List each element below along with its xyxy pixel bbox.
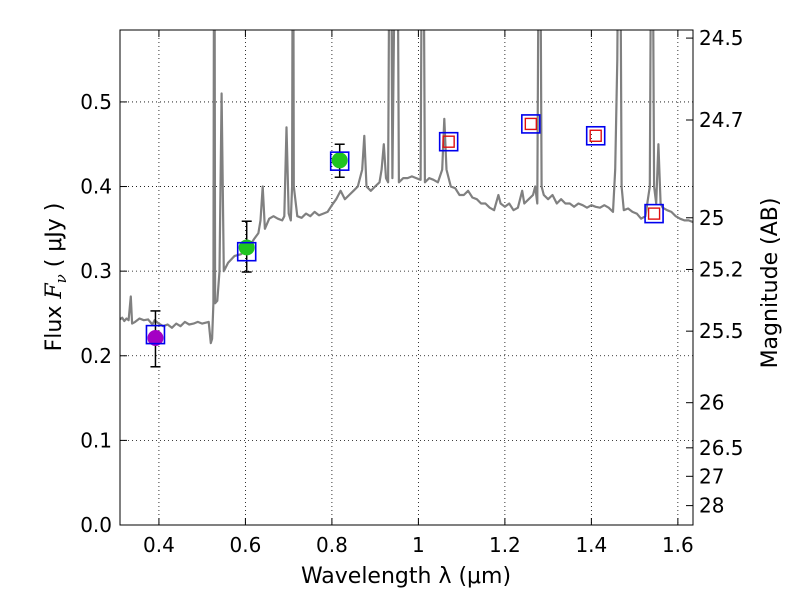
ticks-layer: 0.4 0.6 0.8 1 1.2 1.4 1.6 0.0 0.1 0.2 0.3 0.4 0.5 24.…: [80, 26, 743, 557]
x-tick-label: 1: [412, 533, 425, 557]
upper-limit-square: [524, 117, 538, 131]
model-photometry-square: [329, 151, 350, 171]
y-tick-label: 0.2: [80, 344, 112, 368]
mag-tick-label: 27: [699, 464, 724, 488]
upper-limit-square: [589, 129, 602, 142]
x-tick-label: 1.2: [489, 533, 521, 557]
x-tick-label: 0.8: [316, 533, 348, 557]
model-photometry-square: [521, 114, 541, 134]
mag-tick-label: 25: [699, 206, 724, 230]
grid: [120, 30, 693, 526]
model-photometry-square: [236, 241, 257, 262]
mag-tick-label: 25.2: [699, 257, 744, 281]
y2-axis-label: Magnitude (AB): [758, 198, 783, 369]
x-tick-label: 0.6: [230, 533, 262, 557]
y-axis-label-prefix: Flux: [42, 299, 67, 352]
model-photometry-square: [438, 131, 459, 152]
model-photometry-square: [585, 125, 606, 146]
mag-tick-label: 24.5: [699, 26, 744, 50]
y-axis-label-suffix: ( μJy ): [42, 203, 67, 275]
y-tick-label: 0.5: [80, 90, 112, 114]
y-tick-label: 0.4: [80, 175, 112, 199]
mag-tick-label: 26: [699, 391, 724, 415]
y-axis-label: Flux Fν ( μJy ): [42, 203, 70, 352]
upper-limit-square: [647, 207, 661, 220]
x-tick-label: 1.6: [662, 533, 694, 557]
y-axis-label-subscript: ν: [52, 274, 70, 283]
model-photometry-square: [644, 203, 664, 224]
model-spectrum-line: [120, 30, 693, 345]
x-tick-label: 0.4: [143, 533, 175, 557]
mag-tick-label: 26.5: [699, 436, 744, 460]
observed-point: [238, 239, 255, 256]
plot-frame: [119, 29, 694, 526]
spectrum-layer: [120, 30, 693, 345]
observed-point: [147, 330, 164, 346]
observed-point: [331, 152, 348, 169]
upper-limit-square: [442, 135, 455, 148]
model-photometry-square: [145, 324, 166, 345]
y-axis-label-symbol: F: [42, 283, 67, 300]
y-tick-label: 0.0: [80, 513, 112, 537]
y-tick-label: 0.3: [80, 259, 112, 283]
x-axis-label: Wavelength λ (μm): [301, 564, 511, 589]
mag-tick-label: 25.5: [699, 319, 744, 343]
mag-tick-label: 24.7: [699, 108, 744, 132]
points-layer: [145, 114, 664, 368]
mag-tick-label: 28: [699, 494, 724, 518]
y-tick-label: 0.1: [80, 428, 112, 452]
x-tick-label: 1.4: [575, 533, 607, 557]
